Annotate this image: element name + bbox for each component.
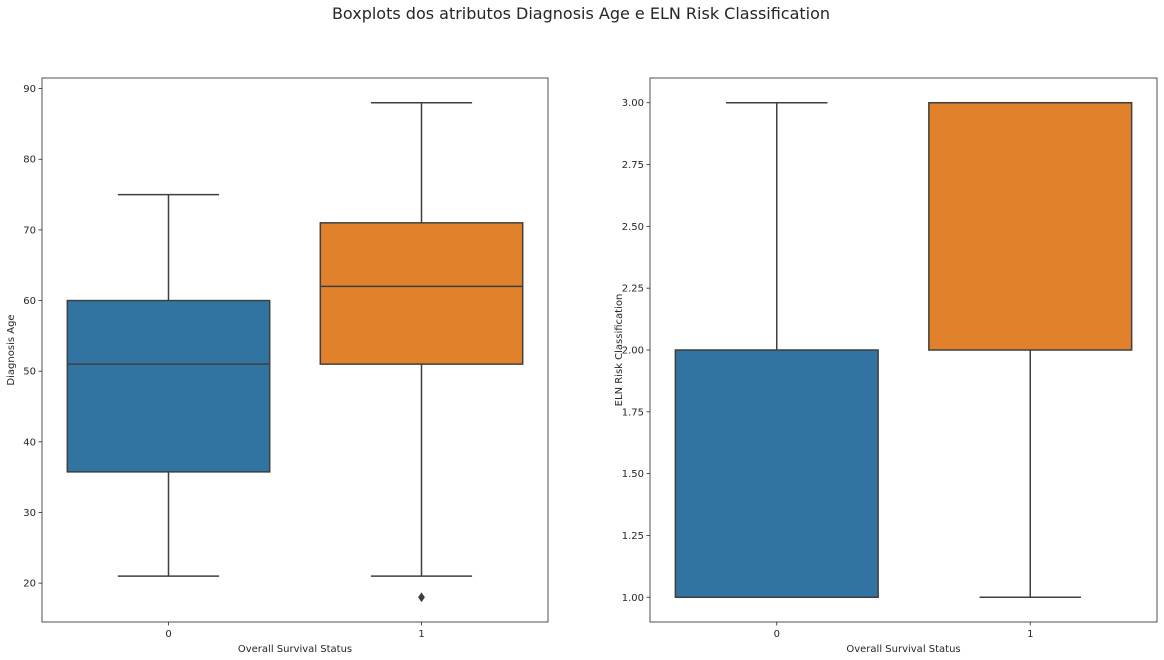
box (928, 101, 1133, 351)
y-tick-label: 2.50 (622, 222, 644, 233)
y-axis-label: Diagnosis Age (6, 314, 17, 385)
x-axis-label: Overall Survival Status (238, 644, 352, 655)
y-tick-label: 2.25 (622, 284, 644, 295)
y-tick-label: 30 (23, 508, 36, 519)
x-tick-label: 1 (1027, 629, 1033, 640)
figure-suptitle: Boxplots dos atributos Diagnosis Age e E… (332, 4, 830, 23)
y-tick-label: 50 (23, 367, 36, 378)
y-axis-label: ELN Risk Classification (614, 294, 625, 407)
y-tick-label: 2.75 (622, 160, 644, 171)
y-tick-label: 3.00 (622, 98, 644, 109)
x-tick-label: 0 (774, 629, 780, 640)
diagnosis-age-subplot: 20 30 40 50 60 70 80 90 0 1 Overall Survival Statu… (6, 77, 549, 655)
y-tick-label: 80 (23, 155, 36, 166)
y-tick-label: 70 (23, 225, 36, 236)
x-tick-label: 0 (165, 629, 171, 640)
box (319, 222, 524, 365)
x-axis-label: Overall Survival Status (846, 644, 960, 655)
box (674, 349, 879, 599)
eln-risk-subplot: 1.00 1.25 1.50 1.75 2.00 2.25 2.50 2.75 3.00 0 1 Ov… (614, 77, 1158, 655)
box (66, 299, 271, 473)
y-tick-label: 1.00 (622, 593, 644, 604)
x-tick-label: 1 (418, 629, 424, 640)
y-tick-label: 40 (23, 437, 36, 448)
y-tick-label: 1.75 (622, 407, 644, 418)
axes-frame (41, 77, 549, 623)
outlier-point (418, 592, 425, 603)
y-tick-label: 60 (23, 296, 36, 307)
y-tick-label: 1.25 (622, 531, 644, 542)
y-tick-label: 20 (23, 579, 36, 590)
y-tick-label: 90 (23, 84, 36, 95)
y-tick-label: 1.50 (622, 469, 644, 480)
y-tick-label: 2.00 (622, 346, 644, 357)
